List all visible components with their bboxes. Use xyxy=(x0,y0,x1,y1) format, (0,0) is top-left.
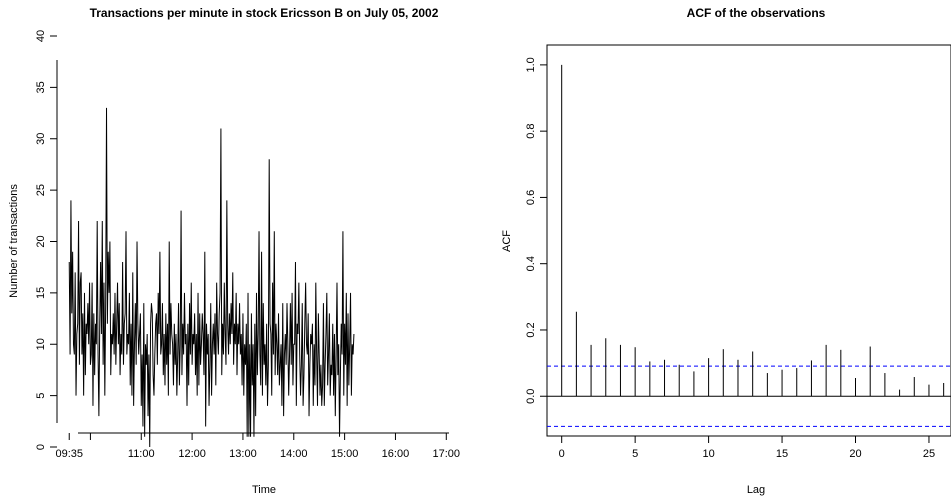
acf-y-tick-label: 1.0 xyxy=(525,57,537,72)
y-tick-label: 40 xyxy=(35,30,47,42)
acf-y-tick-label: 0.6 xyxy=(525,190,537,205)
x-tick-label: 16:00 xyxy=(382,448,410,460)
transactions-y-axis-label: Number of transactions xyxy=(8,184,20,298)
x-tick-label: 11:00 xyxy=(128,448,155,460)
transactions-panel: Transactions per minute in stock Ericsso… xyxy=(8,6,460,496)
x-tick-label: 17:00 xyxy=(433,448,461,460)
x-tick-label: 14:00 xyxy=(280,448,308,460)
transactions-series xyxy=(68,107,355,448)
acf-x-axis: 0 5 10 15 20 25 xyxy=(559,436,935,460)
transactions-chart-title: Transactions per minute in stock Ericsso… xyxy=(90,6,439,20)
acf-chart-title: ACF of the observations xyxy=(687,6,826,20)
acf-bars xyxy=(547,64,951,427)
transactions-y-axis: 0 5 10 15 20 25 30 35 40 xyxy=(35,30,58,450)
transactions-line xyxy=(68,107,355,448)
y-tick-label: 5 xyxy=(35,393,47,399)
acf-plot-box xyxy=(546,44,951,437)
acf-x-tick-label: 0 xyxy=(559,448,565,460)
x-tick-label: 15:00 xyxy=(331,448,359,460)
acf-x-axis-label: Lag xyxy=(747,484,765,496)
y-tick-label: 30 xyxy=(35,133,47,145)
acf-x-tick-label: 25 xyxy=(923,448,935,460)
acf-panel: ACF of the observations 0 5 10 15 20 25 0.00.… xyxy=(501,6,951,496)
acf-x-tick-label: 15 xyxy=(776,448,788,460)
acf-x-tick-label: 10 xyxy=(702,448,714,460)
y-tick-label: 0 xyxy=(35,444,47,450)
y-tick-label: 25 xyxy=(35,184,47,196)
y-tick-label: 10 xyxy=(35,338,47,350)
acf-y-tick-label: 0.0 xyxy=(525,389,537,404)
y-tick-label: 15 xyxy=(35,287,47,299)
x-tick-label: 12:00 xyxy=(178,448,206,460)
y-tick-label: 35 xyxy=(35,81,47,93)
transactions-x-axis-label: Time xyxy=(252,484,276,496)
acf-x-tick-label: 5 xyxy=(632,448,638,460)
acf-y-tick-label: 0.2 xyxy=(525,322,537,337)
transactions-x-axis: 09:35 11:00 12:00 13:00 14:00 15:00 16:00 17:00 xyxy=(55,432,461,460)
y-tick-label: 20 xyxy=(35,235,47,247)
acf-y-tick-label: 0.8 xyxy=(525,124,537,139)
x-tick-label: 09:35 xyxy=(55,448,83,460)
acf-y-axis-label: ACF xyxy=(501,230,513,252)
acf-y-axis: 0.0 0.2 0.4 0.6 0.8 1.0 xyxy=(525,57,547,404)
x-tick-label: 13:00 xyxy=(229,448,257,460)
acf-y-tick-label: 0.4 xyxy=(525,256,537,271)
acf-x-tick-label: 20 xyxy=(849,448,861,460)
